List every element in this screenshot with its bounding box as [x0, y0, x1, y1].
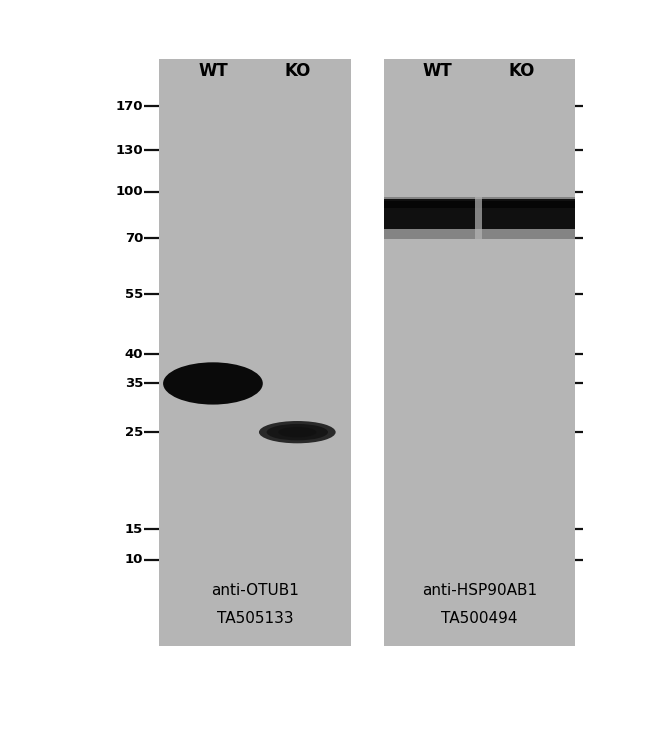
Text: 15: 15 — [125, 522, 143, 536]
Bar — [159, 59, 351, 646]
Bar — [474, 184, 482, 240]
Text: 130: 130 — [116, 144, 143, 157]
Text: 100: 100 — [116, 185, 143, 198]
Ellipse shape — [184, 372, 242, 395]
Ellipse shape — [170, 366, 256, 400]
Bar — [384, 59, 575, 646]
Text: 35: 35 — [125, 377, 143, 390]
Text: KO: KO — [284, 62, 311, 80]
Ellipse shape — [278, 427, 317, 438]
Text: 170: 170 — [116, 100, 143, 113]
Text: 55: 55 — [125, 288, 143, 301]
Text: TA505133: TA505133 — [217, 611, 293, 626]
Bar — [384, 199, 575, 208]
Text: anti-HSP90AB1: anti-HSP90AB1 — [422, 583, 537, 598]
Text: 10: 10 — [125, 553, 143, 566]
Text: 25: 25 — [125, 426, 143, 438]
Bar — [384, 197, 575, 239]
Ellipse shape — [163, 363, 263, 405]
Text: TA500494: TA500494 — [441, 611, 517, 626]
Text: WT: WT — [422, 62, 452, 80]
Text: WT: WT — [198, 62, 228, 80]
Ellipse shape — [259, 421, 335, 444]
Ellipse shape — [266, 424, 328, 441]
Bar — [384, 201, 575, 229]
Text: KO: KO — [508, 62, 535, 80]
Text: anti-OTUB1: anti-OTUB1 — [211, 583, 299, 598]
Text: 40: 40 — [125, 348, 143, 360]
Text: 70: 70 — [125, 232, 143, 245]
